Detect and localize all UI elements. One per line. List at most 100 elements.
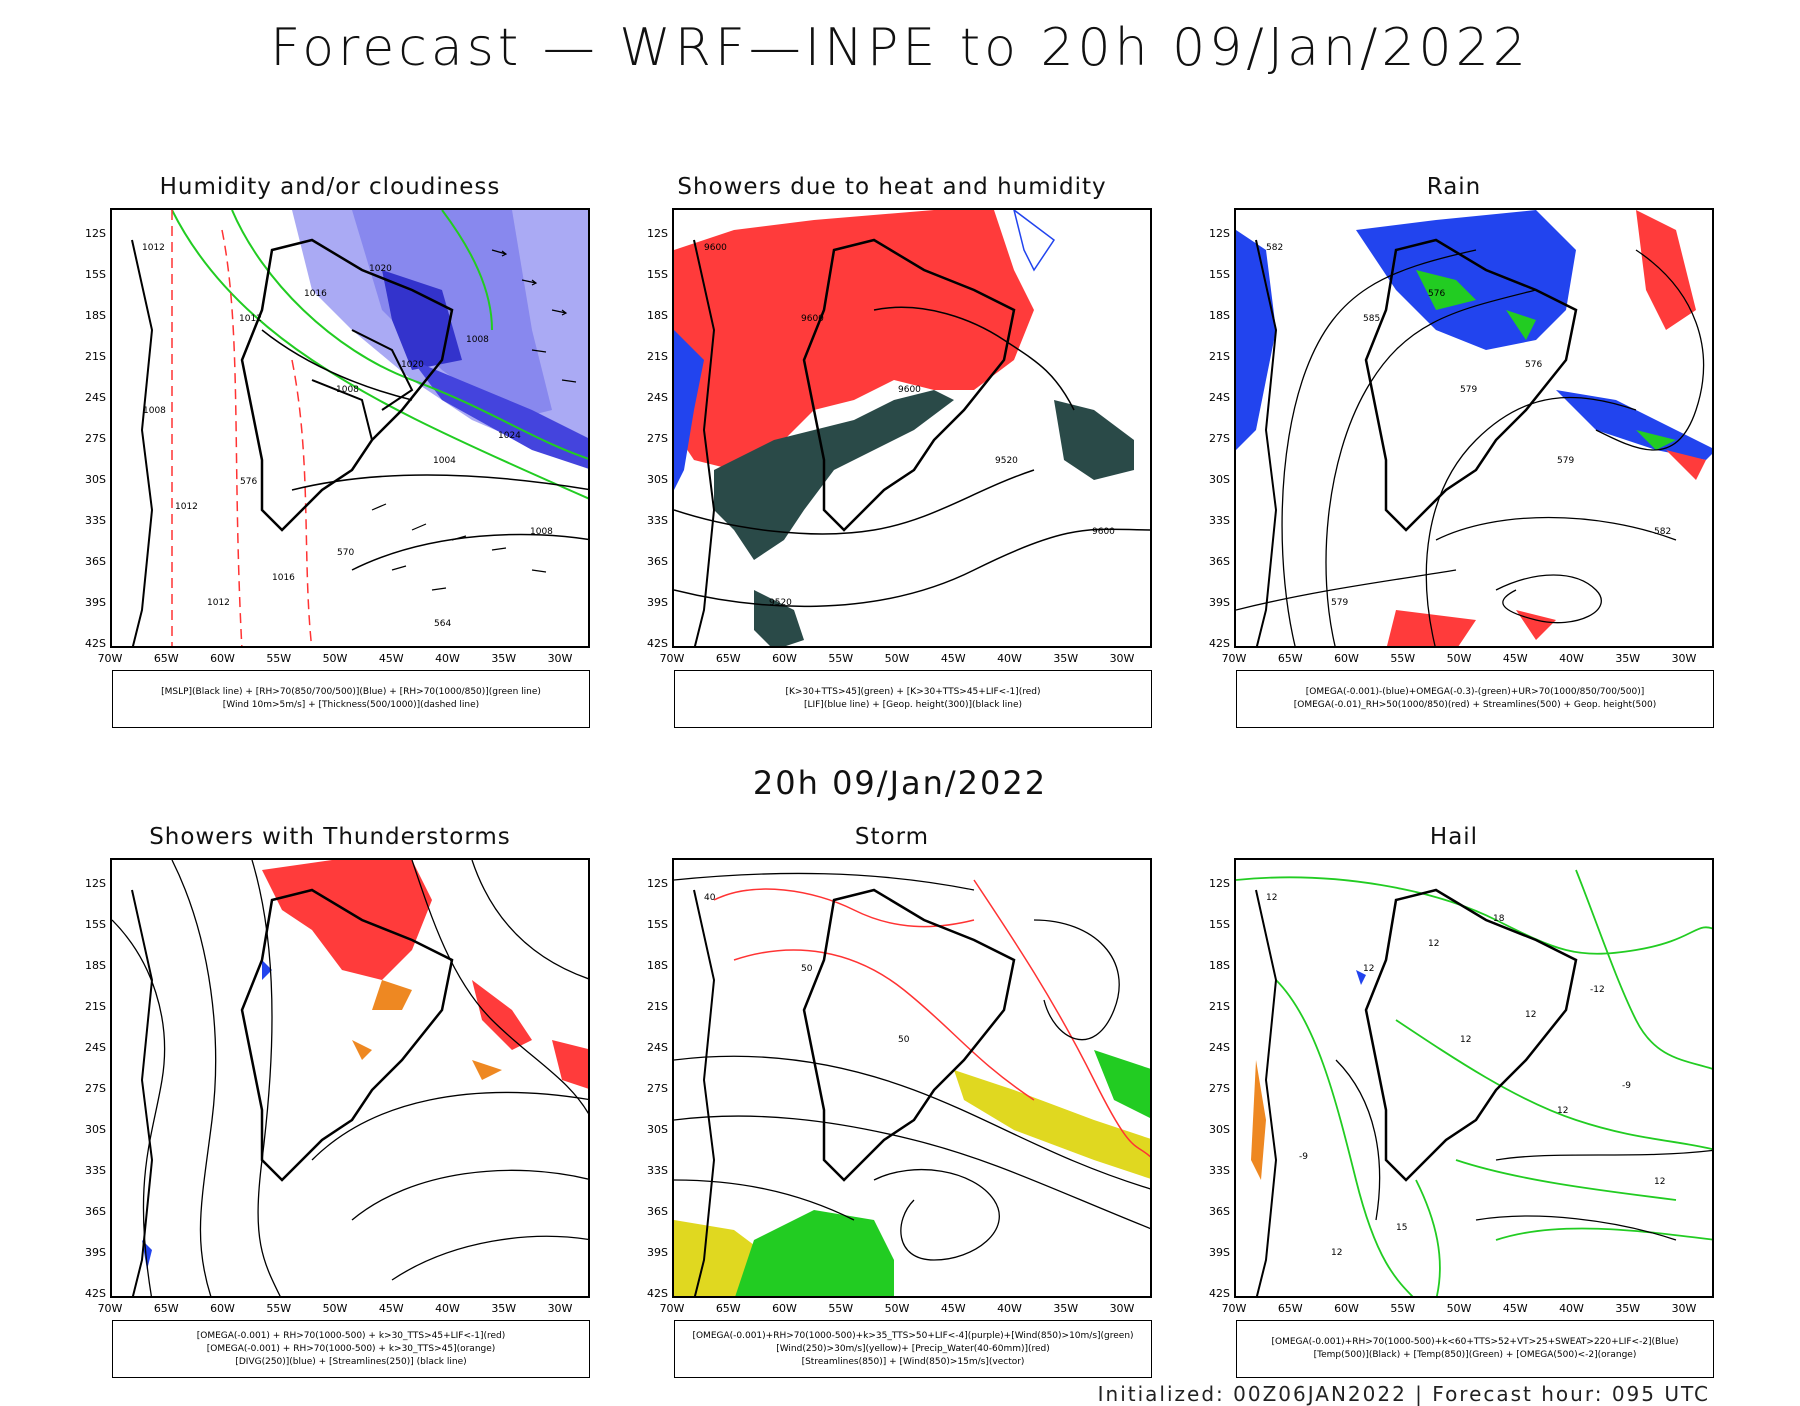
lat-tick-label: 42S <box>647 637 668 650</box>
lat-tick-label: 39S <box>85 596 106 609</box>
panel-title: Hail <box>1429 824 1479 850</box>
contour-label: -12 <box>1590 985 1605 995</box>
contour-label: 570 <box>337 548 354 558</box>
lat-tick-label: 15S <box>85 918 106 931</box>
lat-tick-label: 24S <box>647 1041 668 1054</box>
lat-tick-label: 15S <box>1209 918 1230 931</box>
lon-tick-label: 60W <box>1334 652 1359 665</box>
lat-tick-label: 33S <box>85 514 106 527</box>
panel-title: Showers due to heat and humidity <box>677 174 1107 200</box>
lat-tick-label: 27S <box>647 1082 668 1095</box>
lon-tick-label: 55W <box>1390 1302 1416 1315</box>
legend: [MSLP](Black line) + [RH>70(850/700/500)… <box>112 670 590 728</box>
map-canvas: 40 50 50 <box>674 872 1150 1296</box>
lat-tick-label: 18S <box>647 309 668 322</box>
contour-label: 585 <box>1363 314 1380 324</box>
lat-tick-label: 30S <box>85 1123 106 1136</box>
panel-title: Rain <box>1426 174 1482 200</box>
k-tts-green <box>714 390 954 560</box>
lat-tick-label: 42S <box>1209 637 1230 650</box>
lon-tick-label: 70W <box>97 652 123 665</box>
lon-tick-label: 40W <box>435 652 460 665</box>
panel-title: Showers with Thunderstorms <box>149 824 511 850</box>
lat-tick-label: 21S <box>647 1000 668 1013</box>
contour-label: 40 <box>704 893 716 903</box>
orange-cells <box>352 980 502 1080</box>
andes-coast <box>131 239 154 646</box>
lon-tick-label: 40W <box>997 1302 1022 1315</box>
contour-label: 12 <box>1266 893 1277 903</box>
lat-tick-label: 30S <box>85 473 106 486</box>
lat-tick-label: 18S <box>1209 309 1230 322</box>
lat-tick-label: 21S <box>1209 1000 1230 1013</box>
contour-label: 1008 <box>466 335 489 345</box>
valid-time-title: 20h 09/Jan/2022 <box>752 764 1048 802</box>
lat-tick-label: 36S <box>1209 555 1230 568</box>
isobar <box>351 533 588 571</box>
legend-line: [Wind(250)>30m/s](yellow)+ [Precip_Water… <box>776 1343 1050 1354</box>
andes-coast <box>1255 239 1278 646</box>
panel-humidity: Humidity and/or cloudiness 1012 1012 1008 1… <box>70 174 590 734</box>
lat-tick-label: 39S <box>1209 1246 1230 1259</box>
k-tts-green <box>754 590 804 646</box>
map-canvas: 1012 1012 1008 1004 1008 1012 1016 1020 1024 1012… <box>131 210 588 646</box>
lon-tick-label: 30W <box>547 1302 573 1315</box>
streamlines <box>1236 249 1705 646</box>
contour-label: 564 <box>434 619 451 629</box>
lon-tick-label: 50W <box>884 1302 910 1315</box>
lat-tick-label: 42S <box>85 1287 106 1300</box>
k-tts-green <box>1054 400 1134 480</box>
geop-contour <box>674 469 1035 535</box>
lon-tick-label: 35W <box>1615 1302 1641 1315</box>
andes-coast <box>131 889 154 1296</box>
contour-label: 1008 <box>336 385 359 395</box>
lon-tick-label: 60W <box>1334 1302 1359 1315</box>
lif-line <box>1013 210 1056 272</box>
hail-blue <box>1356 970 1366 985</box>
lat-tick-label: 39S <box>85 1246 106 1259</box>
lon-tick-label: 65W <box>715 1302 741 1315</box>
main-title: Forecast — WRF—INPE to 20h 09/Jan/2022 <box>270 18 1530 78</box>
legend: [K>30+TTS>45](green) + [K>30+TTS>45+LIF<… <box>674 670 1152 728</box>
coastline <box>802 238 1016 532</box>
contour-label: 12 <box>1428 939 1439 949</box>
lon-tick-label: 50W <box>322 1302 348 1315</box>
panel-title: Storm <box>854 824 930 850</box>
contour-label: 576 <box>240 477 257 487</box>
thickness-dashed <box>291 359 313 646</box>
geop-contour <box>873 306 1075 411</box>
lon-tick-label: 35W <box>1053 1302 1079 1315</box>
lon-tick-label: 70W <box>659 652 685 665</box>
omega-red <box>1387 210 1706 646</box>
contour-label: 12 <box>1363 964 1374 974</box>
lat-tick-label: 30S <box>647 1123 668 1136</box>
lon-tick-label: 45W <box>378 1302 404 1315</box>
contour-label: 9600 <box>898 385 921 395</box>
lon-tick-label: 45W <box>1502 652 1528 665</box>
lat-tick-label: 15S <box>85 268 106 281</box>
coastline <box>1364 238 1578 532</box>
lat-tick-label: 12S <box>1209 877 1230 890</box>
contour-label: 9600 <box>801 314 824 324</box>
contour-label: 1024 <box>498 431 521 441</box>
lon-tick-label: 30W <box>547 652 573 665</box>
wind250-yellow <box>954 1070 1150 1179</box>
contour-label: 579 <box>1460 385 1477 395</box>
contour-label: 1004 <box>433 456 456 466</box>
contour-label: 9520 <box>769 598 792 608</box>
lon-tick-label: 55W <box>266 1302 292 1315</box>
lon-tick-label: 55W <box>266 652 292 665</box>
contour-label: 582 <box>1654 527 1671 537</box>
lon-tick-label: 65W <box>153 1302 179 1315</box>
lat-tick-label: 27S <box>85 1082 106 1095</box>
divg-blue <box>142 960 272 1270</box>
andes-coast <box>693 889 716 1296</box>
andes-coast <box>693 239 716 646</box>
lat-tick-label: 18S <box>1209 959 1230 972</box>
contour-label: 12 <box>1557 1106 1568 1116</box>
contour-label: 1020 <box>401 360 424 370</box>
contour-label: 9600 <box>1092 527 1115 537</box>
lon-tick-label: 35W <box>1615 652 1641 665</box>
panel-hail: Hail 12 12 12 12 12 12 12 12 -9 -9 15 18 -12 <box>1194 824 1714 1384</box>
red-cells <box>262 860 432 980</box>
